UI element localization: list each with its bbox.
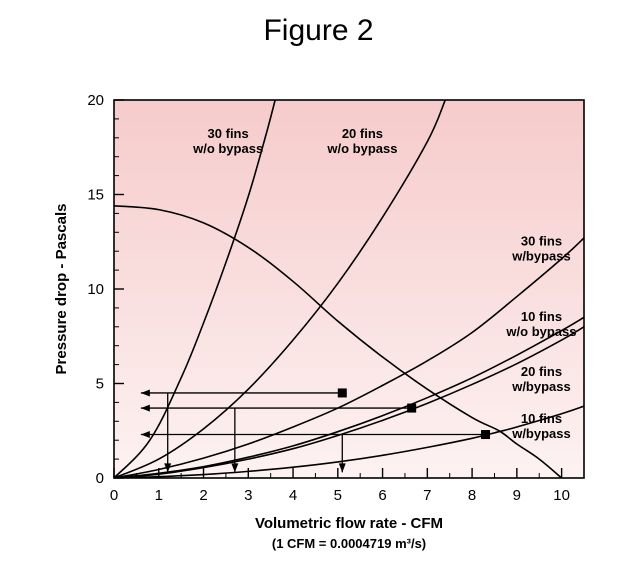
curve-label-20_bypass: 20 finsw/bypass	[511, 364, 571, 394]
curve-label-30_bypass: 30 finsw/bypass	[511, 234, 571, 264]
x-tick-label: 3	[244, 487, 252, 504]
y-tick-label: 5	[96, 376, 104, 393]
intersection-marker	[481, 430, 490, 439]
x-axis-sublabel: (1 CFM = 0.0004719 m³/s)	[272, 536, 426, 551]
x-tick-label: 4	[289, 487, 297, 504]
x-tick-label: 7	[423, 487, 431, 504]
x-tick-label: 10	[553, 487, 570, 504]
x-tick-label: 5	[334, 487, 342, 504]
y-tick-label: 10	[87, 281, 104, 298]
intersection-marker	[407, 404, 416, 413]
x-tick-label: 2	[199, 487, 207, 504]
y-tick-label: 15	[87, 187, 104, 204]
y-axis-title: Pressure drop - Pascals	[53, 204, 70, 375]
x-axis-title: Volumetric flow rate - CFM	[255, 515, 443, 532]
x-tick-label: 1	[155, 487, 163, 504]
y-tick-label: 0	[96, 470, 104, 487]
x-tick-label: 8	[468, 487, 476, 504]
x-tick-label: 6	[378, 487, 386, 504]
x-tick-label: 0	[110, 487, 118, 504]
pressure-flow-chart: 0123456789100510152030 finsw/o bypass20 …	[40, 90, 600, 570]
intersection-marker	[338, 388, 347, 397]
x-tick-label: 9	[513, 487, 521, 504]
y-tick-label: 20	[87, 92, 104, 109]
curve-label-10_bypass: 10 finsw/bypass	[511, 411, 571, 441]
figure-title: Figure 2	[0, 14, 637, 48]
